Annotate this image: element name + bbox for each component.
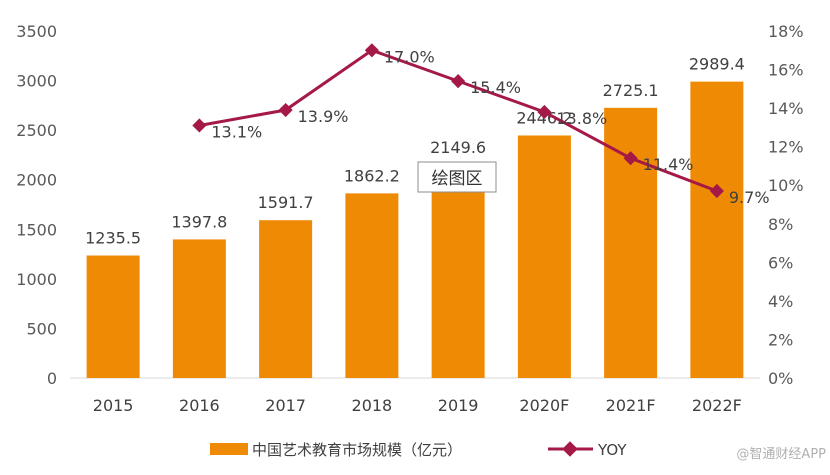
yoy-value-label: 13.9%	[298, 107, 349, 126]
yoy-marker	[278, 102, 293, 118]
right-tick-label: 16%	[768, 61, 804, 80]
x-tick-label: 2016	[179, 396, 220, 415]
x-axis-ticks: 2015 2016 2017 2018 2019 2020F 2021F 2022F	[93, 396, 742, 415]
x-tick-label: 2022F	[692, 396, 742, 415]
left-tick-label: 0	[47, 369, 57, 388]
bar-value-label: 2725.1	[603, 81, 659, 100]
right-tick-label: 18%	[768, 22, 804, 41]
yoy-marker	[537, 104, 552, 120]
yoy-data-labels: 13.1% 13.9% 17.0% 15.4% 13.8% 11.4% 9.7%	[211, 47, 769, 207]
right-tick-label: 12%	[768, 138, 804, 157]
watermark: @智通财经APP	[736, 447, 826, 462]
bar-series	[86, 81, 744, 378]
bar	[431, 164, 485, 378]
yoy-value-label: 13.1%	[211, 122, 262, 141]
bar	[690, 81, 744, 378]
x-tick-label: 2015	[93, 396, 134, 415]
x-tick-label: 2018	[352, 396, 393, 415]
right-axis-ticks: 0% 2% 4% 6% 8% 10% 12% 14% 16% 18%	[768, 22, 804, 388]
left-tick-label: 3000	[16, 72, 57, 91]
right-tick-label: 2%	[768, 330, 793, 349]
bar-value-label: 1397.8	[171, 212, 227, 231]
yoy-value-label: 17.0%	[384, 47, 435, 66]
yoy-marker	[192, 118, 207, 133]
bar	[86, 255, 140, 378]
left-axis-ticks: 0 500 1000 1500 2000 2500 3000 3500	[16, 22, 57, 388]
yoy-marker	[364, 43, 379, 58]
legend-line-marker	[562, 441, 578, 457]
right-tick-label: 4%	[768, 292, 793, 311]
right-tick-label: 0%	[768, 369, 793, 388]
legend-bar-swatch	[210, 443, 248, 455]
legend-bar-label: 中国艺术教育市场规模（亿元）	[252, 441, 462, 459]
right-tick-label: 6%	[768, 253, 793, 272]
bar	[172, 239, 226, 378]
bar	[517, 135, 571, 378]
bar-value-label: 1591.7	[258, 193, 314, 212]
bar-value-label: 2149.6	[430, 138, 486, 157]
left-tick-label: 500	[26, 319, 57, 338]
yoy-value-label: 9.7%	[729, 188, 770, 207]
tooltip-box	[417, 161, 497, 193]
x-tick-label: 2017	[265, 396, 306, 415]
yoy-value-label: 13.8%	[556, 109, 607, 128]
left-tick-label: 1500	[16, 220, 57, 239]
bar-value-label: 1862.2	[344, 166, 400, 185]
yoy-line-series	[192, 43, 724, 199]
bar	[259, 220, 313, 378]
bar	[345, 193, 399, 378]
yoy-value-label: 11.4%	[643, 155, 694, 174]
x-tick-label: 2020F	[519, 396, 569, 415]
right-tick-label: 14%	[768, 99, 804, 118]
legend-line-label: YOY	[597, 441, 627, 459]
legend: 中国艺术教育市场规模（亿元） YOY	[210, 441, 627, 459]
right-tick-label: 8%	[768, 215, 793, 234]
left-tick-label: 3500	[16, 22, 57, 41]
bar-value-label: 1235.5	[85, 229, 141, 248]
plot-area-tooltip: 绘图区	[417, 161, 497, 193]
tooltip-text: 绘图区	[432, 169, 483, 189]
left-tick-label: 1000	[16, 270, 57, 289]
yoy-marker	[709, 183, 724, 199]
x-tick-label: 2021F	[606, 396, 656, 415]
bar-value-label: 2989.4	[689, 55, 745, 74]
yoy-marker	[623, 151, 638, 166]
yoy-marker	[451, 74, 466, 89]
right-tick-label: 10%	[768, 176, 804, 195]
left-tick-label: 2000	[16, 171, 57, 190]
left-tick-label: 2500	[16, 121, 57, 140]
x-tick-label: 2019	[438, 396, 479, 415]
yoy-value-label: 15.4%	[470, 78, 521, 97]
